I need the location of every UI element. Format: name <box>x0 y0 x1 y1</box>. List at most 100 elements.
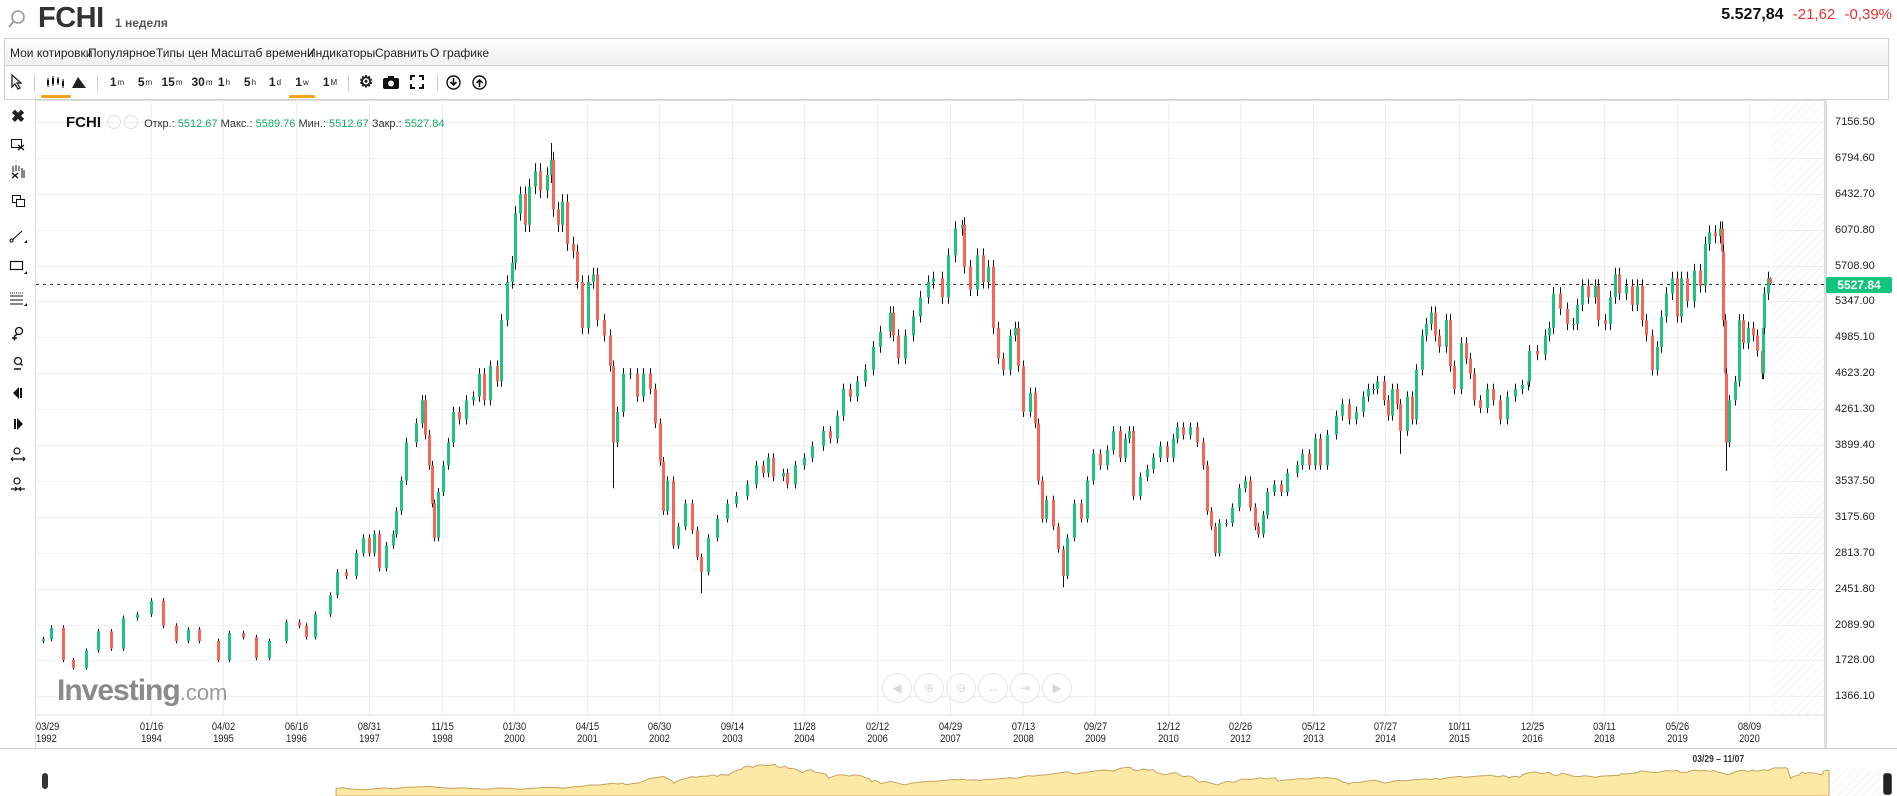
candle-down <box>1536 350 1539 355</box>
menu-popular[interactable]: Популярное <box>88 46 156 60</box>
timeframe-30m[interactable]: 30 m <box>191 75 213 89</box>
nav-scroll-left-button[interactable]: ◀ <box>882 673 912 703</box>
candle-up <box>400 480 403 512</box>
x-tick-label: 04/02 <box>212 721 236 733</box>
visibility-eye-icon[interactable] <box>107 115 121 129</box>
menu-time-scale[interactable]: Масштаб времени <box>211 46 314 60</box>
nav-scroll-right-button[interactable]: ▶ <box>1042 673 1072 703</box>
candle-down <box>1166 446 1169 458</box>
x-tick-label: 07/13 <box>1012 721 1036 733</box>
settings-gear-icon[interactable] <box>124 115 138 129</box>
horizontal-lines-icon[interactable] <box>8 290 28 308</box>
candle-down <box>1566 308 1569 325</box>
navigator-left-handle[interactable] <box>42 773 48 789</box>
remove-drawings-icon[interactable] <box>8 136 28 154</box>
fullscreen-icon[interactable] <box>409 72 425 92</box>
candle-up <box>836 415 839 439</box>
candle-up <box>1660 316 1663 347</box>
menu-my-quotes[interactable]: Мои котировки <box>10 46 93 60</box>
gear-icon[interactable]: ⚙ <box>358 74 374 91</box>
candle-down <box>62 627 65 661</box>
upload-icon[interactable] <box>471 72 487 92</box>
candle-up <box>987 266 990 283</box>
zoom-out-icon[interactable] <box>8 354 28 372</box>
candle-up <box>500 320 503 382</box>
candle-up <box>1719 228 1722 237</box>
candle-up <box>561 201 564 225</box>
candle-up <box>314 614 317 638</box>
candle-down <box>1099 453 1102 466</box>
mountain-icon[interactable] <box>71 72 87 92</box>
candle-up <box>1139 476 1142 496</box>
nav-zoom-out-button[interactable]: ⊖ <box>946 673 976 703</box>
scroll-right-icon[interactable] <box>8 415 28 433</box>
candle-down <box>1756 335 1759 351</box>
candle-down <box>897 335 900 359</box>
candle-down <box>1641 285 1644 321</box>
nav-shrink-button[interactable]: ⇥ <box>1010 673 1040 703</box>
layers-icon[interactable] <box>8 192 28 210</box>
candle-down <box>1387 400 1390 416</box>
nav-zoom-in-button[interactable]: ⊕ <box>914 673 944 703</box>
price-change-percent: -0,39% <box>1844 6 1892 23</box>
scroll-left-icon[interactable] <box>8 384 28 402</box>
shrink-range-icon[interactable] <box>8 475 28 493</box>
search-icon[interactable] <box>6 8 28 30</box>
x-tick-label: 1996 <box>286 733 307 745</box>
zoom-in-icon[interactable] <box>8 324 28 342</box>
camera-icon[interactable] <box>382 72 400 92</box>
candle-down <box>1453 366 1456 389</box>
trendline-icon[interactable] <box>8 228 28 246</box>
candle-up <box>1009 335 1012 370</box>
candle-down <box>1725 373 1728 443</box>
y-tick-label: 4623.20 <box>1835 366 1875 379</box>
remove-indicators-icon[interactable] <box>8 163 28 181</box>
navigator-panel[interactable]: 03/29 – 11/07 <box>0 748 1897 796</box>
price-axis[interactable]: 7156.50 6794.60 6432.70 6070.80 5708.90 5347.… <box>1824 100 1897 748</box>
candlestick-icon[interactable] <box>41 72 71 98</box>
candle-down <box>1132 430 1135 496</box>
x-tick-label: 2006 <box>867 733 888 745</box>
candle-up <box>587 282 590 328</box>
download-icon[interactable] <box>445 72 461 92</box>
candle-down <box>1017 327 1020 367</box>
nav-expand-button[interactable]: ↔ <box>978 673 1008 703</box>
candle-down <box>1034 392 1037 424</box>
toolbar-divider <box>348 75 349 91</box>
candle-up <box>1376 381 1379 389</box>
cursor-icon[interactable] <box>9 72 25 92</box>
expand-range-icon[interactable] <box>8 445 28 463</box>
x-tick-label: 1997 <box>359 733 380 745</box>
candle-up <box>1552 293 1555 328</box>
candle-up <box>1014 327 1017 336</box>
menu-compare[interactable]: Сравнить <box>375 46 429 60</box>
candle-up <box>1326 434 1329 466</box>
close-icon[interactable]: ✖ <box>10 107 26 126</box>
candle-down <box>892 312 895 336</box>
candle-down <box>1752 327 1755 336</box>
candle-up <box>1425 324 1428 336</box>
rectangle-icon[interactable] <box>8 258 28 276</box>
candle-down <box>483 373 486 401</box>
candle-up <box>822 430 825 447</box>
legend-symbol: FCHI <box>66 114 101 131</box>
candle-up <box>803 457 806 466</box>
navigator-right-handle[interactable] <box>1883 773 1892 795</box>
candle-down <box>1676 278 1679 317</box>
menu-indicators[interactable]: Индикаторы <box>307 46 376 60</box>
candle-up <box>1073 503 1076 538</box>
candle-up <box>392 534 395 546</box>
menu-price-types[interactable]: Типы цен <box>156 46 209 60</box>
candle-up <box>976 255 979 290</box>
timeframe-15m[interactable]: 15 m <box>161 75 183 89</box>
menu-about-chart[interactable]: О графике <box>430 46 490 60</box>
candle-down <box>1724 320 1727 374</box>
